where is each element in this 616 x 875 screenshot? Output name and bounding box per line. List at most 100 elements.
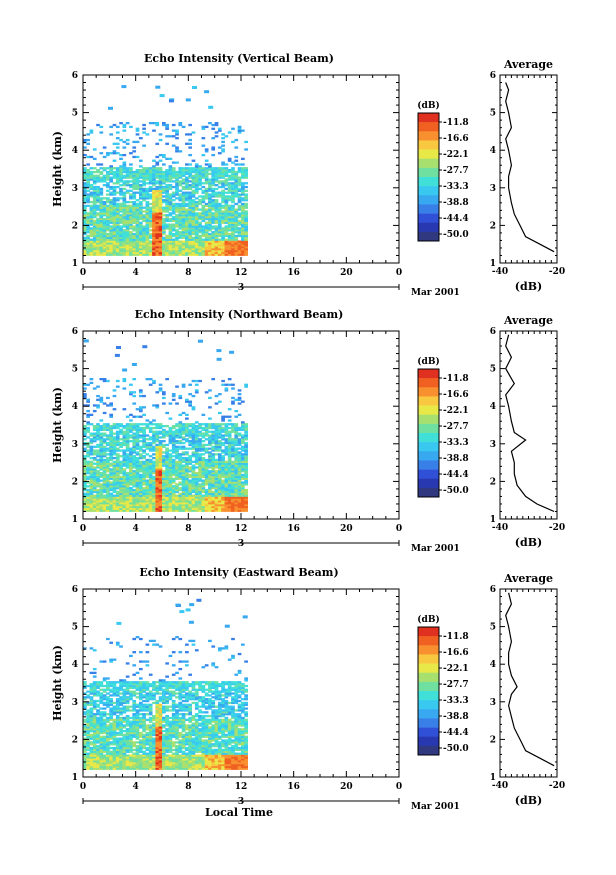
- heatmap-cell: [201, 479, 206, 482]
- profile-y-tick-label: 1: [490, 515, 496, 525]
- heatmap-cell: [122, 498, 127, 501]
- heatmap-cell: [171, 129, 176, 132]
- heatmap-cell: [138, 479, 143, 482]
- heatmap-cell: [224, 473, 229, 477]
- heatmap-cell: [198, 430, 202, 433]
- heatmap-cell: [112, 445, 117, 448]
- heatmap-cell: [92, 434, 97, 437]
- heatmap-cell: [152, 219, 156, 223]
- heatmap-cell: [112, 477, 117, 480]
- heatmap-cell: [227, 246, 232, 249]
- heatmap-cell: [175, 189, 179, 192]
- heatmap-cell: [185, 217, 189, 221]
- heatmap-cell: [227, 458, 232, 462]
- heatmap-cell: [208, 225, 212, 228]
- heatmap-cell: [227, 169, 232, 172]
- heatmap-cell: [211, 180, 216, 183]
- heatmap-cell: [89, 445, 94, 448]
- heatmap-cell: [237, 496, 242, 499]
- heatmap-cell: [106, 453, 110, 456]
- heatmap-cell: [125, 426, 130, 430]
- heatmap-cell: [191, 503, 196, 507]
- heatmap-cell: [227, 509, 232, 512]
- heatmap-cell: [112, 217, 117, 221]
- heatmap-cell: [122, 242, 127, 245]
- heatmap-cell: [106, 247, 110, 251]
- heatmap-cell: [96, 460, 100, 463]
- heatmap-cell: [208, 169, 212, 172]
- heatmap-cell: [148, 182, 153, 185]
- heatmap-cell: [217, 240, 222, 243]
- heatmap-cell: [244, 240, 248, 243]
- heatmap-cell: [178, 430, 183, 433]
- heatmap-cell: [158, 485, 163, 488]
- heatmap-cell: [237, 393, 242, 396]
- heatmap-cell: [138, 453, 143, 456]
- heatmap-cell: [96, 221, 100, 224]
- heatmap-cell: [162, 246, 166, 249]
- heatmap-cell: [178, 458, 183, 462]
- heatmap-cell: [221, 509, 225, 512]
- heatmap-cell: [234, 462, 239, 465]
- heatmap-cell: [178, 225, 183, 228]
- heatmap-cell: [214, 505, 219, 509]
- heatmap-cell: [191, 509, 196, 512]
- heatmap-cell: [221, 180, 225, 183]
- heatmap-cell: [96, 199, 100, 202]
- heatmap-cell: [148, 507, 153, 510]
- heatmap-cell: [208, 238, 212, 241]
- heatmap-cell: [241, 455, 245, 458]
- heatmap-cell: [217, 443, 222, 447]
- heatmap-cell: [138, 204, 143, 207]
- heatmap-cell: [231, 440, 235, 443]
- heatmap-cell: [112, 219, 117, 223]
- heatmap-cell: [201, 462, 206, 465]
- heatmap-cell: [99, 232, 104, 236]
- heatmap-cell: [178, 236, 183, 239]
- heatmap-cell: [155, 472, 160, 475]
- heatmap-cell: [112, 187, 117, 191]
- heatmap-cell: [162, 253, 166, 256]
- heatmap-cell: [231, 472, 235, 475]
- heatmap-cell: [158, 487, 163, 490]
- heatmap-cell: [115, 191, 120, 194]
- heatmap-cell: [158, 170, 163, 174]
- heatmap-cell: [237, 249, 242, 253]
- heatmap-cell: [175, 219, 179, 223]
- heatmap-cell: [181, 187, 186, 191]
- heatmap-cell: [138, 408, 143, 411]
- heatmap-cell: [175, 447, 179, 450]
- heatmap-cell: [165, 505, 169, 509]
- y-tick-label: 2: [72, 221, 78, 231]
- heatmap-cell: [188, 223, 193, 226]
- heatmap-cell: [201, 253, 206, 256]
- heatmap-cell: [231, 483, 235, 486]
- heatmap-cell: [188, 423, 193, 426]
- heatmap-cell: [96, 438, 100, 441]
- heatmap-cell: [237, 440, 242, 443]
- heatmap-cell: [96, 488, 100, 492]
- heatmap-cell: [241, 238, 245, 241]
- heatmap-cell: [234, 432, 239, 435]
- heatmap-cell: [152, 472, 156, 475]
- heatmap-cell: [109, 430, 114, 433]
- heatmap-cell: [129, 204, 133, 207]
- heatmap-cell: [227, 498, 232, 501]
- heatmap-cell: [214, 487, 219, 490]
- heatmap-cell: [122, 509, 127, 512]
- heatmap-cell: [194, 232, 199, 236]
- heatmap-cell: [112, 496, 117, 499]
- heatmap-cell: [194, 238, 199, 241]
- heatmap-cell: [175, 172, 179, 176]
- heatmap-cell: [112, 447, 117, 450]
- heatmap-cell: [168, 438, 173, 441]
- heatmap-cell: [224, 210, 229, 213]
- heatmap-cell: [168, 441, 173, 445]
- heatmap-cell: [181, 221, 186, 224]
- heatmap-cell: [83, 191, 87, 194]
- heatmap-cell: [191, 249, 196, 253]
- heatmap-cell: [158, 178, 163, 181]
- heatmap-cell: [89, 191, 94, 194]
- heatmap-cell: [92, 387, 97, 390]
- heatmap-cell: [194, 421, 199, 424]
